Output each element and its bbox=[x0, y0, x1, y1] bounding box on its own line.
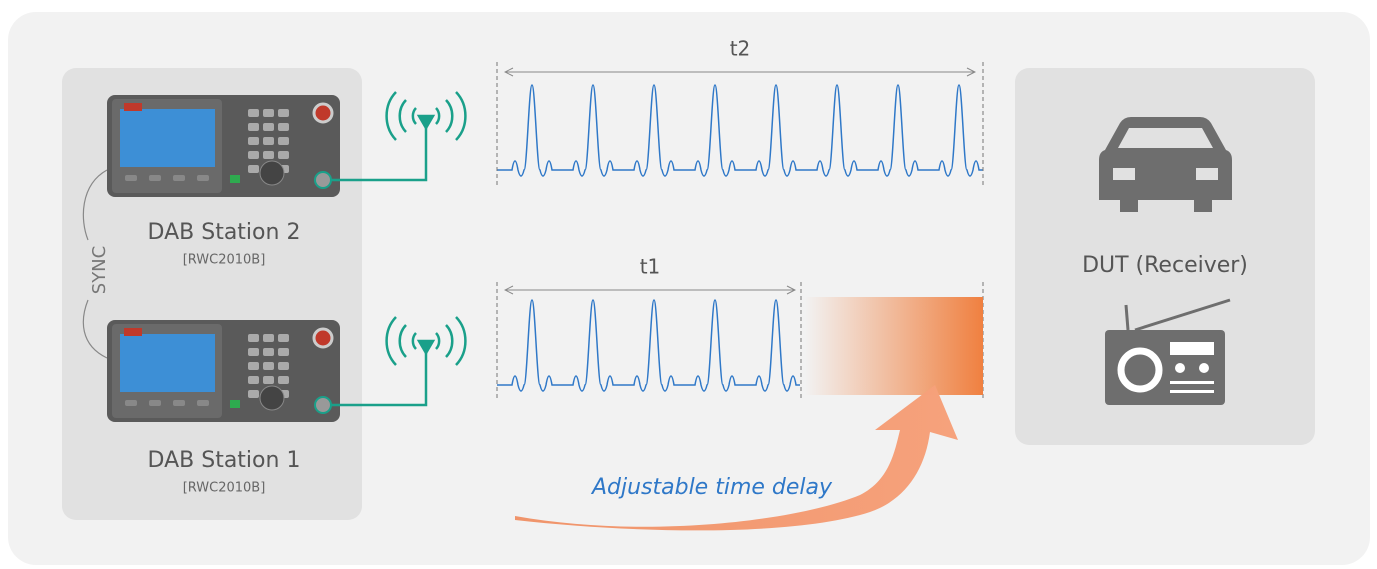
station-model: [RWC2010B] bbox=[183, 481, 266, 496]
pulse-train bbox=[497, 84, 983, 177]
t1-label: t1 bbox=[640, 255, 661, 279]
sync-label: SYNC bbox=[89, 246, 110, 294]
dut-panel bbox=[1015, 68, 1315, 445]
delay-block bbox=[805, 297, 983, 395]
antenna bbox=[331, 91, 467, 182]
sync-cable bbox=[82, 169, 108, 359]
radio-icon bbox=[1105, 298, 1231, 405]
t2-label: t2 bbox=[730, 37, 751, 61]
car-icon bbox=[1099, 117, 1232, 212]
dut-label: DUT (Receiver) bbox=[1082, 253, 1248, 278]
station-name: DAB Station 1 bbox=[148, 448, 301, 473]
antenna bbox=[331, 316, 467, 407]
device bbox=[107, 95, 340, 197]
device bbox=[107, 320, 340, 422]
station-name: DAB Station 2 bbox=[148, 220, 301, 245]
delay-label: Adjustable time delay bbox=[590, 475, 833, 500]
pulse-train bbox=[497, 299, 800, 392]
station-model: [RWC2010B] bbox=[183, 253, 266, 268]
